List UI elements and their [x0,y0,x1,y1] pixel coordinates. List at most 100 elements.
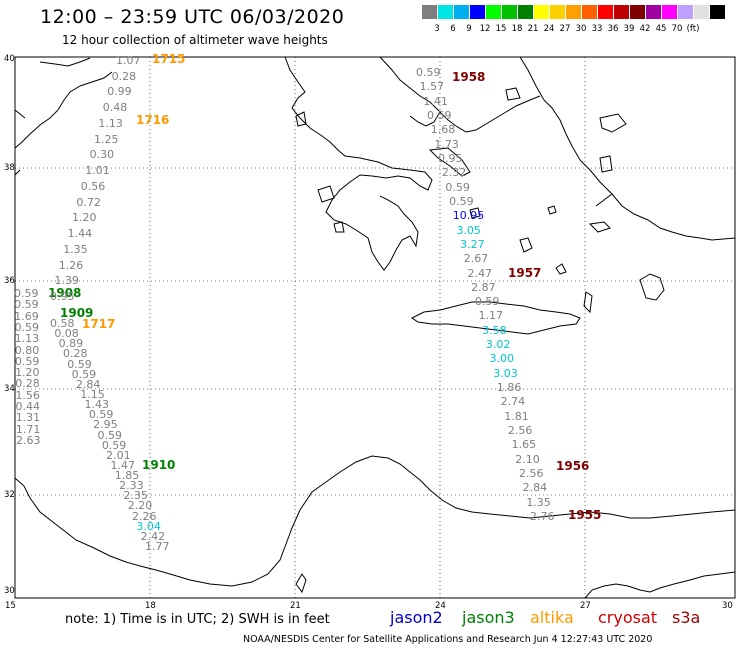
wave-height-label: 0.48 [102,101,128,115]
wave-height-label: 1.25 [94,132,119,146]
coast-italy [14,57,113,176]
scale-label: 30 [575,24,587,34]
wave-height-label: 2.84 [522,481,548,495]
wave-height-label: 0.28 [111,69,137,83]
wave-height-label: 2.10 [515,452,540,466]
wave-height-label: 0.59 [427,108,452,122]
scale-label: 21 [527,24,539,34]
wave-height-label: 1.17 [478,309,504,323]
wave-height-label: 0.08 [54,327,79,341]
wave-height-label: 2.67 [463,252,489,266]
page-subtitle: 12 hour collection of altimeter wave hei… [62,33,328,47]
scale-label: 36 [607,24,619,34]
wave-height-label: 1.44 [67,227,93,241]
wave-height-label: 0.59 [14,287,39,300]
coast-bottom-right [584,571,736,599]
wave-height-label: 0.28 [15,377,40,391]
scale-label: 3 [434,24,440,34]
scale-label: 42 [639,24,651,34]
pass-time-1716: 1716 [136,113,170,127]
wave-height-label: 2.95 [93,418,118,432]
scale-swatch [662,5,677,19]
scale-label: 33 [591,24,603,34]
scale-swatch [518,5,533,19]
wave-height-label: 3.03 [493,366,518,380]
wave-height-label: 2.32 [441,166,467,180]
lon-label-21: 21 [290,601,301,611]
wave-height-label: 2.76 [530,510,555,523]
wave-height-label: 0.80 [14,343,40,357]
coast-north-aegean [379,56,541,133]
lat-label-36: 36 [4,276,15,286]
wave-height-label: 0.59 [14,354,40,368]
wave-height-label: 1.86 [496,381,522,395]
map-frame [14,56,736,599]
scale-swatch [614,5,629,19]
coast-karpathos [583,291,593,314]
wave-height-label: 2.26 [132,509,157,523]
wave-height-label: 0.59 [71,367,97,381]
wave-height-label: 1.31 [15,411,41,425]
coast-kefalonia [317,185,335,203]
wave-height-label: 1.56 [15,388,40,402]
pass-time-1909: 1909 [60,306,94,320]
wave-height-label: 1.57 [419,80,445,94]
pass-time-1958: 1958 [452,70,486,84]
wave-height-label: 1.68 [430,123,456,137]
wave-height-label: 2.56 [518,467,544,481]
wave-height-label: 1.26 [58,258,84,272]
wave-height-label: 3.02 [485,338,511,352]
coast-chios [599,155,613,173]
wave-height-label: 0.59 [67,357,92,371]
scale-swatch [502,5,517,19]
wave-height-label: 2.42 [140,529,166,543]
wave-height-label: 3.00 [489,352,515,366]
wave-height-label: 2.84 [75,377,101,391]
wave-height-label: 2.63 [16,434,41,447]
wave-height-label: 1.20 [72,211,97,225]
scale-swatch [486,5,501,19]
graticule [15,57,735,598]
wave-height-label: 0.59 [474,295,500,309]
lon-label-15: 15 [5,601,16,611]
wave-height-label: 1.41 [423,94,448,108]
scale-swatch [630,5,645,19]
wave-height-label: 0.59 [416,66,441,79]
wave-height-label: 3.04 [136,519,161,533]
scale-swatch [646,5,661,19]
wave-height-label: 1.35 [526,495,551,509]
coast-small-isle-2 [555,263,567,275]
pass-time-1908: 1908 [48,286,82,300]
wave-height-label: 1.13 [98,116,123,130]
wave-height-label: 3.05 [456,223,481,237]
wave-height-label: 2.33 [119,479,144,493]
scale-label: 39 [623,24,635,34]
coast-kos [588,221,611,233]
wave-height-label: 0.59 [14,298,39,312]
wave-height-label: 1.47 [110,458,135,472]
pass-time-1957: 1957 [508,266,542,280]
coast-zakynthos [333,221,345,233]
wave-height-label: 0.58 [50,317,75,330]
wave-height-label: 1.73 [434,137,459,151]
wave-height-label: 0.59 [445,180,470,194]
wave-height-label: 1.35 [63,242,88,256]
wave-height-label: 0.95 [438,151,463,165]
wave-height-label: 2.35 [123,489,148,503]
pass-time-1715: 1715 [152,52,186,66]
coast-naxos [519,237,533,253]
wave-height-label: 1.85 [114,469,140,483]
lon-label-18: 18 [145,601,156,611]
wave-height-label: 0.99 [107,85,132,99]
scale-swatch [598,5,613,19]
wave-height-label: 2.87 [471,280,496,294]
scale-swatch [438,5,453,19]
scale-swatch [422,5,437,19]
pass-time-1910: 1910 [142,458,176,472]
coast-lake [295,573,307,594]
wave-height-label: 1.20 [15,366,40,380]
wave-height-label: 0.72 [76,195,101,209]
wave-height-label: 0.59 [101,438,127,452]
scale-label: 24 [543,24,555,34]
coast-libya-egypt [14,455,736,587]
